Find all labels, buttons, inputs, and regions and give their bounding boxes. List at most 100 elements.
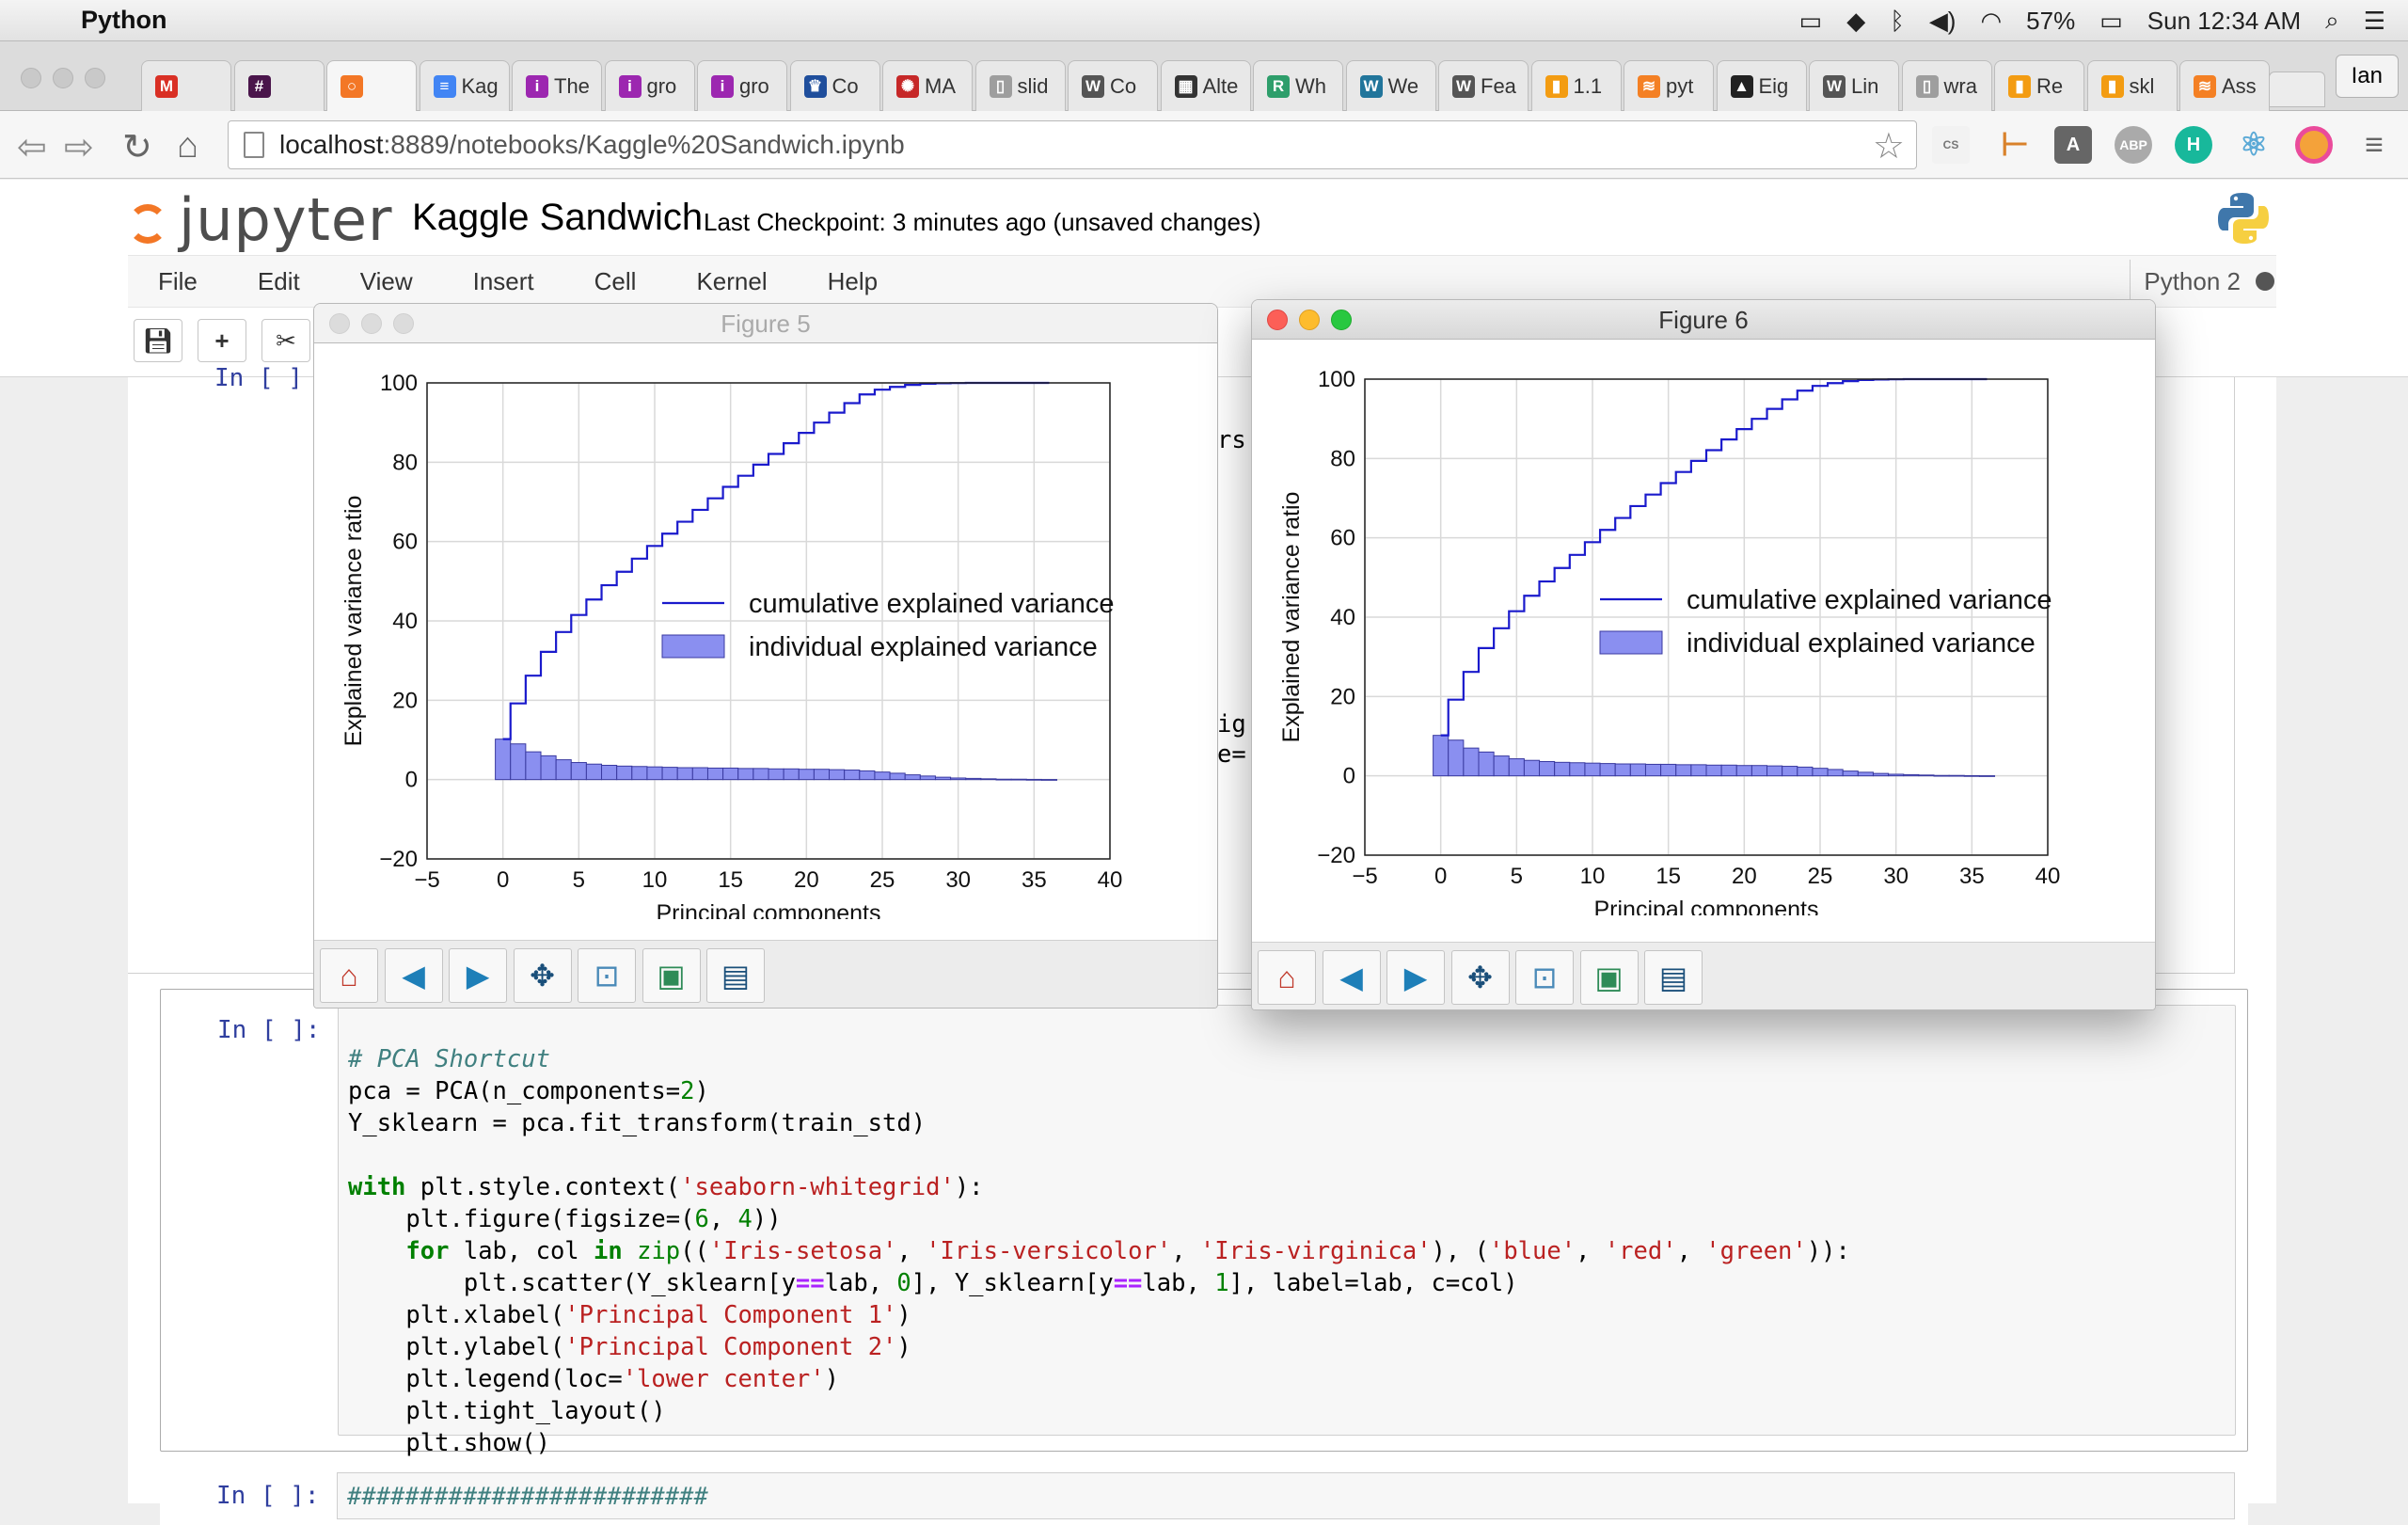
kernel-indicator[interactable]: Python 2 bbox=[2130, 260, 2274, 303]
evernote-icon[interactable]: ◆ bbox=[1846, 6, 1866, 35]
browser-tab[interactable]: ✺ MA bbox=[882, 60, 973, 111]
react-icon[interactable]: ⚛ bbox=[2239, 127, 2269, 163]
figure-5-window[interactable]: Figure 5 −5 0 5 10 15 20 25 30 35 40 −20 0 20 40 60 80 1… bbox=[313, 303, 1218, 1009]
window-minimize-button[interactable] bbox=[361, 313, 382, 334]
window-close-button[interactable] bbox=[1267, 310, 1288, 330]
volume-icon[interactable]: ◀) bbox=[1928, 6, 1956, 35]
browser-tab[interactable]: # bbox=[233, 60, 325, 111]
menu-help[interactable]: Help bbox=[827, 266, 879, 295]
variance-bar bbox=[783, 768, 800, 781]
app-menu-python[interactable]: Python bbox=[81, 6, 167, 34]
figure-5-plot-area[interactable]: −5 0 5 10 15 20 25 30 35 40 −20 0 20 40 60 80 100 Princip… bbox=[314, 343, 1217, 927]
browser-tab[interactable]: ▮ Re bbox=[1994, 60, 2084, 111]
address-bar[interactable]: localhost:8889/notebooks/Kaggle%20Sandwi… bbox=[228, 120, 1917, 169]
browser-tab[interactable]: ▮ skl bbox=[2086, 60, 2178, 111]
code-editor[interactable]: ######################### bbox=[337, 1472, 2235, 1519]
window-minimize-button[interactable] bbox=[53, 68, 73, 88]
browser-tab[interactable]: i gro bbox=[604, 60, 695, 111]
cell-prompt: In [ ]: bbox=[217, 1016, 321, 1044]
browser-tab[interactable]: ▮ 1.1 bbox=[1530, 60, 1622, 111]
menu-cell[interactable]: Cell bbox=[594, 266, 637, 295]
browser-tab[interactable]: ▦ Alte bbox=[1160, 60, 1251, 111]
bookmark-star-icon[interactable]: ☆ bbox=[1872, 127, 1905, 167]
menu-edit[interactable]: Edit bbox=[257, 266, 300, 295]
notification-center-icon[interactable]: ☰ bbox=[2363, 6, 2385, 35]
save-button[interactable]: ▤ bbox=[706, 948, 765, 1003]
subplots-button[interactable]: ▣ bbox=[642, 948, 701, 1003]
chrome-menu-icon[interactable]: ≡ bbox=[2365, 126, 2384, 163]
browser-tab[interactable]: ○ bbox=[326, 60, 417, 111]
adblock-icon[interactable]: ABP bbox=[2115, 126, 2152, 164]
figure-6-window[interactable]: Figure 6 −5 0 5 10 15 20 25 30 35 40 −20 0 20 40 60 80 1… bbox=[1251, 299, 2156, 1010]
forward-button[interactable]: ▶ bbox=[449, 948, 507, 1003]
insert-cell-button[interactable]: + bbox=[198, 319, 246, 362]
angular-icon[interactable]: A bbox=[2054, 126, 2092, 164]
tab-label: pyt bbox=[1666, 73, 1694, 98]
code-editor[interactable]: # PCA Shortcut pca = PCA(n_components=2) Y… bbox=[338, 1005, 2236, 1457]
coffeescript-console-icon[interactable]: CS bbox=[1932, 126, 1970, 164]
code-line: ######################### bbox=[347, 1483, 708, 1511]
wifi-icon[interactable]: ◠ bbox=[1980, 6, 2003, 35]
subplots-button[interactable]: ▣ bbox=[1579, 950, 1639, 1005]
next-cell[interactable]: In [ ]: ######################### bbox=[160, 1469, 2248, 1525]
save-button[interactable]: 💾︎ bbox=[134, 319, 182, 362]
browser-tab[interactable]: i The bbox=[512, 60, 602, 111]
figure-5-titlebar[interactable]: Figure 5 bbox=[314, 304, 1217, 343]
window-minimize-button[interactable] bbox=[1299, 310, 1320, 330]
browser-tab[interactable]: R Wh bbox=[1253, 60, 1343, 111]
reload-icon[interactable]: ↻ bbox=[122, 128, 152, 167]
figure-6-titlebar[interactable]: Figure 6 bbox=[1252, 300, 2155, 340]
window-close-button[interactable] bbox=[329, 313, 350, 334]
notebook-name[interactable]: Kaggle Sandwich bbox=[412, 197, 704, 238]
back-button[interactable]: ◀ bbox=[384, 948, 443, 1003]
home-button[interactable]: ⌂ bbox=[1258, 950, 1316, 1005]
browser-tab[interactable]: ▲ Eig bbox=[1716, 60, 1807, 111]
browser-tab[interactable]: i gro bbox=[697, 60, 787, 111]
browser-tab[interactable]: ≋ pyt bbox=[1624, 60, 1714, 111]
forward-button[interactable]: ▶ bbox=[1386, 950, 1445, 1005]
pan-button[interactable]: ✥ bbox=[513, 948, 572, 1003]
window-zoom-button[interactable] bbox=[1331, 310, 1352, 330]
menu-view[interactable]: View bbox=[359, 266, 413, 295]
profile-button[interactable]: Ian bbox=[2335, 55, 2399, 98]
window-zoom-button[interactable] bbox=[85, 68, 105, 88]
url-host: localhost bbox=[279, 130, 384, 159]
browser-tab[interactable]: W Lin bbox=[1809, 60, 1899, 111]
pca-shortcut-cell[interactable]: In [ ]: # PCA Shortcut pca = PCA(n_compon… bbox=[160, 989, 2248, 1457]
browser-tab[interactable]: W We bbox=[1345, 60, 1436, 111]
browser-tab[interactable]: ▯ slid bbox=[974, 60, 1066, 111]
browser-tab[interactable]: ♛ Co bbox=[789, 60, 880, 111]
zoom-button[interactable]: ⊡ bbox=[578, 948, 636, 1003]
browser-tab[interactable]: ▯ wra bbox=[1901, 60, 1992, 111]
clock[interactable]: Sun 12:34 AM bbox=[2147, 6, 2302, 35]
forward-icon[interactable]: ⇨ bbox=[64, 128, 94, 167]
window-close-button[interactable] bbox=[21, 68, 41, 88]
browser-tab[interactable]: M bbox=[141, 60, 231, 111]
back-button[interactable]: ◀ bbox=[1322, 950, 1381, 1005]
menu-kernel[interactable]: Kernel bbox=[696, 266, 768, 295]
zoom-button[interactable]: ⊡ bbox=[1515, 950, 1574, 1005]
jupyter-logo[interactable]: jupyter bbox=[128, 185, 393, 254]
cut-button[interactable]: ✂ bbox=[261, 319, 310, 362]
new-tab-button[interactable] bbox=[2269, 71, 2325, 107]
home-button[interactable]: ⌂ bbox=[320, 948, 378, 1003]
bluetooth-icon[interactable]: ᛒ bbox=[1890, 6, 1905, 35]
menu-file[interactable]: File bbox=[158, 266, 198, 295]
spotlight-search-icon[interactable]: ⌕ bbox=[2325, 6, 2339, 34]
back-icon[interactable]: ⇦ bbox=[17, 128, 47, 167]
figure-6-plot-area[interactable]: −5 0 5 10 15 20 25 30 35 40 −20 0 20 40 60 80 100 Princip… bbox=[1252, 340, 2155, 923]
color-extension-icon[interactable] bbox=[2295, 126, 2333, 164]
menu-insert[interactable]: Insert bbox=[472, 266, 534, 295]
window-zoom-button[interactable] bbox=[393, 313, 414, 334]
ruler-icon[interactable]: ⊢ bbox=[2001, 127, 2029, 163]
save-button[interactable]: ▤ bbox=[1644, 950, 1703, 1005]
browser-tab[interactable]: ≡ Kag bbox=[419, 60, 510, 111]
browser-tab[interactable]: W Fea bbox=[1438, 60, 1529, 111]
battery-percent[interactable]: 57% bbox=[2026, 6, 2076, 35]
browser-tab[interactable]: W Co bbox=[1068, 60, 1158, 111]
h-extension-icon[interactable]: H bbox=[2175, 126, 2212, 164]
home-icon[interactable]: ⌂ bbox=[177, 126, 198, 166]
airplay-icon[interactable]: ▭ bbox=[1798, 6, 1823, 35]
pan-button[interactable]: ✥ bbox=[1450, 950, 1510, 1005]
browser-tab[interactable]: ≋ Ass bbox=[2179, 60, 2270, 111]
